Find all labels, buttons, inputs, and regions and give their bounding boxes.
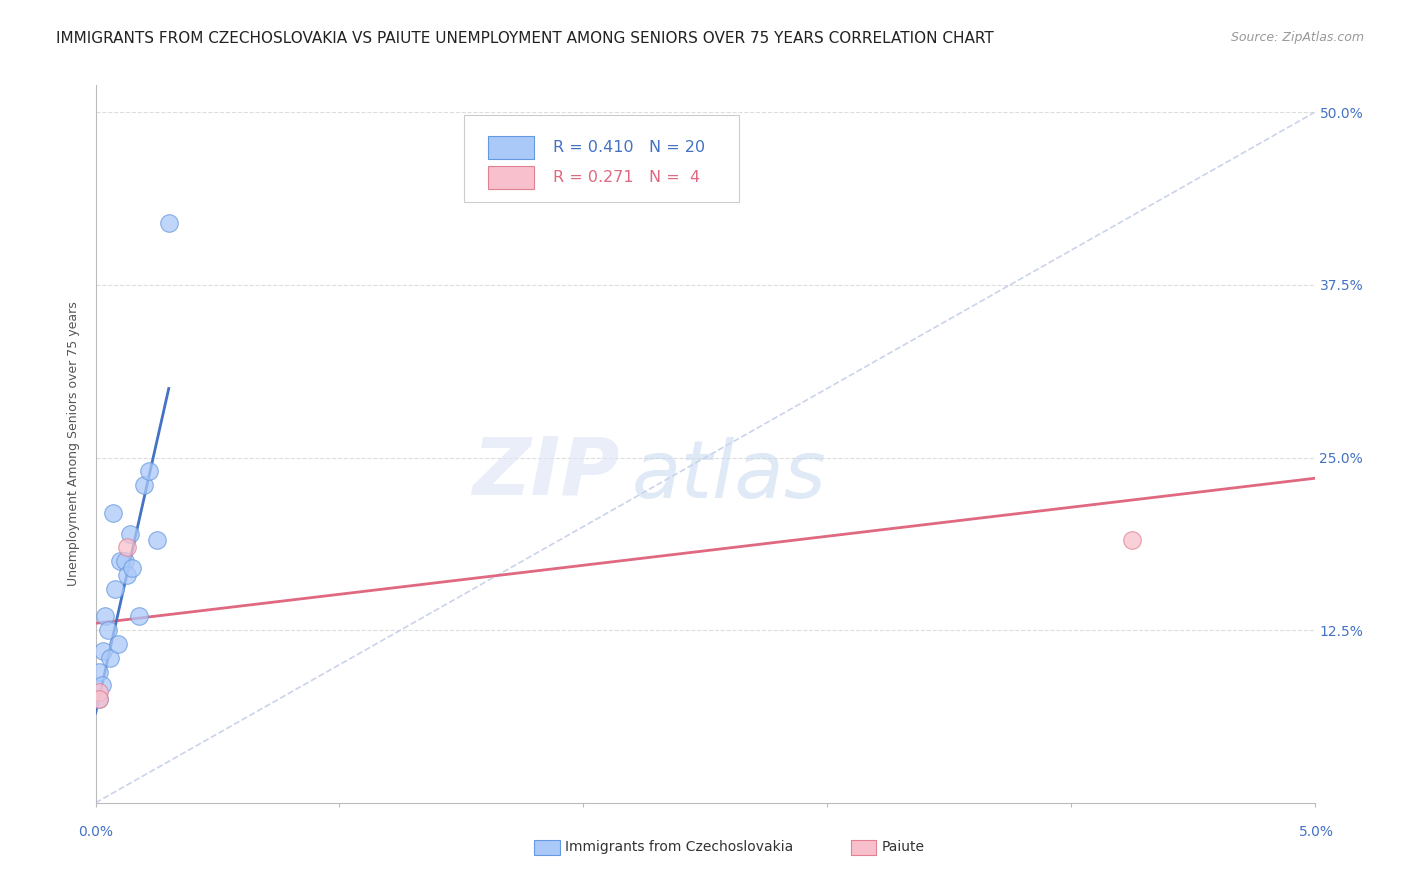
Point xyxy=(1121,533,1143,548)
Point xyxy=(114,554,136,568)
Point xyxy=(98,650,121,665)
Point xyxy=(117,568,139,582)
Point xyxy=(89,692,111,706)
Text: ZIP: ZIP xyxy=(472,434,620,511)
Text: Source: ZipAtlas.com: Source: ZipAtlas.com xyxy=(1230,31,1364,45)
FancyBboxPatch shape xyxy=(488,166,534,189)
Point xyxy=(94,609,117,624)
Point xyxy=(128,609,150,624)
FancyBboxPatch shape xyxy=(464,115,740,202)
Point xyxy=(134,478,156,492)
Point xyxy=(117,541,139,555)
Point xyxy=(107,637,129,651)
Point xyxy=(89,665,111,679)
Y-axis label: Unemployment Among Seniors over 75 years: Unemployment Among Seniors over 75 years xyxy=(66,301,80,586)
Point xyxy=(90,678,112,692)
Text: Immigrants from Czechoslovakia: Immigrants from Czechoslovakia xyxy=(565,840,793,855)
Point xyxy=(138,464,160,478)
Text: 0.0%: 0.0% xyxy=(79,825,112,838)
Text: atlas: atlas xyxy=(631,437,827,515)
Point xyxy=(101,506,124,520)
Point xyxy=(157,216,180,230)
Point xyxy=(121,561,143,575)
Point xyxy=(97,623,120,637)
Text: Paiute: Paiute xyxy=(882,840,925,855)
Point xyxy=(89,685,111,699)
FancyBboxPatch shape xyxy=(488,136,534,159)
Text: R = 0.271   N =  4: R = 0.271 N = 4 xyxy=(553,169,700,185)
Point xyxy=(145,533,167,548)
Point xyxy=(104,582,127,596)
Text: IMMIGRANTS FROM CZECHOSLOVAKIA VS PAIUTE UNEMPLOYMENT AMONG SENIORS OVER 75 YEAR: IMMIGRANTS FROM CZECHOSLOVAKIA VS PAIUTE… xyxy=(56,31,994,46)
Point xyxy=(91,644,114,658)
Point xyxy=(118,526,141,541)
Point xyxy=(108,554,131,568)
Text: R = 0.410   N = 20: R = 0.410 N = 20 xyxy=(553,139,704,154)
Point xyxy=(89,692,111,706)
Text: 5.0%: 5.0% xyxy=(1299,825,1333,838)
